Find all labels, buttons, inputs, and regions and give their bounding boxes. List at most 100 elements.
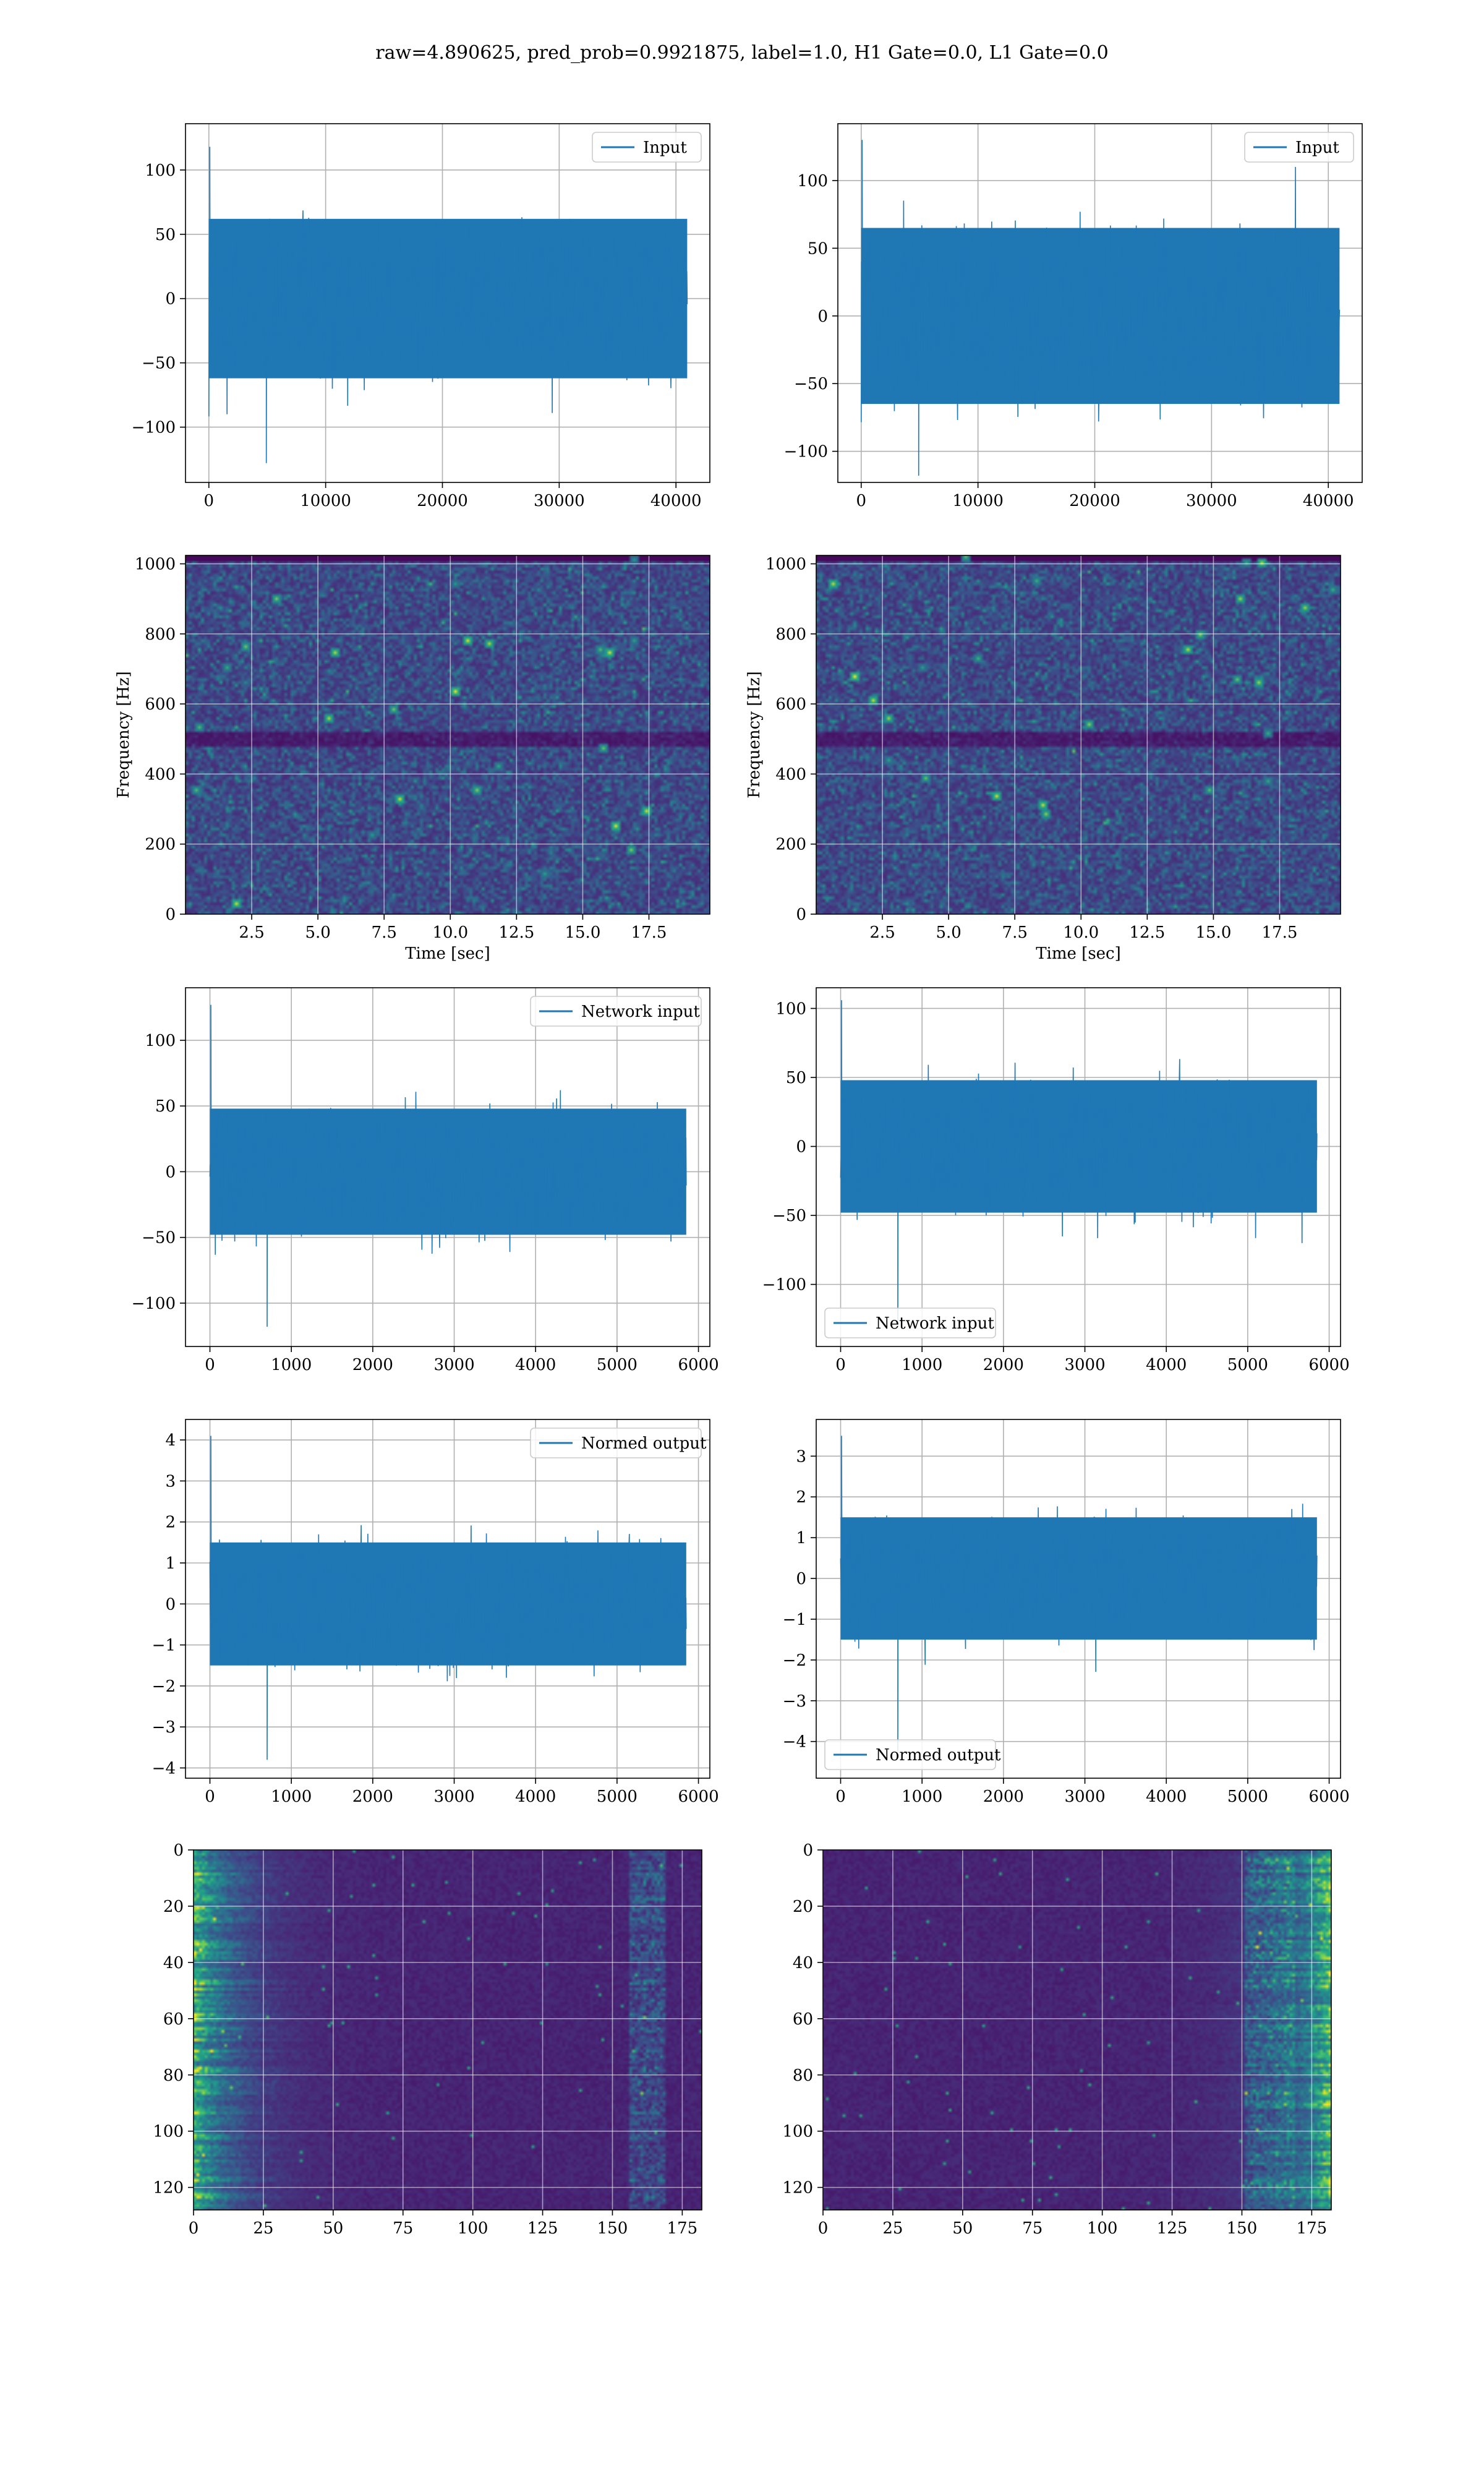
- l1-network-input-ytick-label-4: 100: [775, 999, 806, 1018]
- l1-normed-output-ytick-label-6: 2: [796, 1488, 806, 1507]
- l1-input-ytick-label-1: −50: [794, 375, 828, 393]
- l1-normed-output-legend: Normed output: [824, 1739, 1001, 1770]
- h1-input-ytick-label-4: 100: [145, 161, 176, 180]
- l1-feature-map-axes: 0 25 50 75 100 125 150 175 0 20 40 60 80 100 120: [782, 1841, 1332, 2238]
- l1-network-input-frame: [816, 987, 1341, 1347]
- h1-normed-output-ytick-label-8: 4: [165, 1431, 176, 1450]
- l1-feature-map-ytick-label-4: 80: [793, 2066, 813, 2085]
- h1-network-input-xtick-label-1: 1000: [271, 1356, 312, 1374]
- h1-spectrogram-xtick-label-1: 5.0: [305, 923, 330, 942]
- l1-spectrogram-xtick-label-4: 12.5: [1129, 923, 1165, 942]
- l1-spectrogram-ytick-label-2: 400: [775, 765, 806, 784]
- h1-feature-map-xtick-label-3: 75: [393, 2219, 413, 2238]
- l1-spectrogram-xtick-label-5: 15.0: [1195, 923, 1231, 942]
- l1-spectrogram-ytick-label-5: 1000: [765, 555, 806, 574]
- h1-normed-output-frame: [185, 1419, 710, 1779]
- h1-spectrogram-xlabel: Time [sec]: [405, 944, 490, 963]
- l1-input-ytick-label-4: 100: [797, 172, 828, 190]
- l1-feature-map-xtick-label-6: 150: [1227, 2219, 1258, 2238]
- l1-network-input-xtick-label-0: 0: [835, 1356, 846, 1374]
- h1-feature-map-xtick-label-5: 125: [527, 2219, 558, 2238]
- h1-input-xtick-label-3: 30000: [534, 492, 585, 510]
- l1-input-xtick-label-2: 20000: [1069, 492, 1120, 510]
- l1-feature-map-xtick-label-4: 100: [1087, 2219, 1118, 2238]
- l1-normed-output-frame: [816, 1419, 1341, 1779]
- l1-normed-output-xtick-label-3: 3000: [1064, 1787, 1105, 1806]
- l1-input-xtick-label-3: 30000: [1186, 492, 1237, 510]
- h1-spectrogram-xtick-label-5: 15.0: [565, 923, 600, 942]
- l1-spectrogram-xtick-label-1: 5.0: [936, 923, 961, 942]
- l1-normed-output-legend-label: Normed output: [876, 1746, 1001, 1765]
- h1-feature-map-ytick-label-0: 0: [173, 1841, 184, 1860]
- h1-normed-output-xtick-label-2: 2000: [352, 1787, 393, 1806]
- h1-spectrogram-xtick-label-3: 10.0: [432, 923, 468, 942]
- h1-spectrogram-ytick-label-1: 200: [145, 836, 176, 854]
- h1-input-xtick-label-4: 40000: [650, 492, 702, 510]
- h1-normed-output-legend-label: Normed output: [581, 1434, 707, 1453]
- l1-network-input-ytick-label-2: 0: [796, 1138, 806, 1157]
- h1-network-input-legend: Network input: [530, 996, 702, 1027]
- h1-spectrogram-xtick-label-6: 17.5: [631, 923, 667, 942]
- l1-feature-map-ytick-label-3: 60: [793, 2010, 813, 2029]
- l1-input-xtick-label-0: 0: [856, 492, 866, 510]
- h1-input-ytick-label-3: 50: [155, 226, 176, 244]
- h1-feature-map-frame: [193, 1849, 702, 2211]
- l1-spectrogram-ytick-label-0: 0: [796, 905, 806, 924]
- h1-feature-map-axes: 0 25 50 75 100 125 150 175 0 20 40 60 80 100 120: [153, 1841, 702, 2238]
- h1-network-input-xtick-label-3: 3000: [433, 1356, 474, 1374]
- h1-spectrogram-ytick-label-4: 800: [145, 625, 176, 644]
- l1-network-input-ytick-label-0: −100: [762, 1276, 806, 1295]
- l1-network-input-xtick-label-6: 6000: [1308, 1356, 1349, 1374]
- h1-input-xtick-label-1: 10000: [300, 492, 351, 510]
- l1-spectrogram-frame: [816, 555, 1341, 915]
- h1-input-legend-label: Input: [643, 139, 687, 157]
- h1-input-xtick-label-2: 20000: [417, 492, 468, 510]
- l1-network-input-legend-label: Network input: [876, 1314, 994, 1333]
- l1-feature-map-image: [823, 1850, 1331, 2210]
- l1-feature-map-ytick-label-0: 0: [803, 1841, 813, 1860]
- h1-network-input-ytick-label-3: 50: [155, 1097, 176, 1116]
- l1-network-input-xtick-label-3: 3000: [1064, 1356, 1105, 1374]
- l1-spectrogram-ytick-label-3: 600: [775, 695, 806, 714]
- l1-network-input-xtick-label-4: 4000: [1146, 1356, 1187, 1374]
- h1-input-ytick-label-2: 0: [165, 290, 176, 309]
- l1-input-ytick-label-2: 0: [817, 307, 828, 326]
- h1-feature-map-xtick-label-4: 100: [458, 2219, 488, 2238]
- l1-normed-output-xtick-label-6: 6000: [1308, 1787, 1349, 1806]
- h1-feature-map-xtick-label-1: 25: [253, 2219, 273, 2238]
- l1-spectrogram-xtick-label-6: 17.5: [1262, 923, 1298, 942]
- h1-feature-map-ytick-label-1: 20: [163, 1898, 184, 1916]
- l1-spectrogram-xtick-label-2: 7.5: [1002, 923, 1028, 942]
- h1-spectrogram-ytick-label-5: 1000: [135, 555, 176, 574]
- h1-network-input-ytick-label-0: −100: [132, 1295, 176, 1313]
- h1-network-input-xtick-label-5: 5000: [597, 1356, 638, 1374]
- h1-network-input-ytick-label-4: 100: [145, 1032, 176, 1050]
- l1-feature-map-ytick-label-6: 120: [782, 2179, 813, 2198]
- h1-spectrogram-xtick-label-0: 2.5: [239, 923, 264, 942]
- l1-normed-output-ytick-label-2: −2: [783, 1651, 806, 1670]
- h1-normed-output-xtick-label-3: 3000: [433, 1787, 474, 1806]
- h1-normed-output-ytick-label-6: 2: [165, 1513, 176, 1532]
- h1-spectrogram-frame: [185, 555, 710, 915]
- l1-spectrogram-axes: 2.5 5.0 7.5 10.0 12.5 15.0 17.5 0 200 400 600 800 10…: [745, 555, 1341, 963]
- figure-suptitle: raw=4.890625, pred_prob=0.9921875, label…: [375, 42, 1109, 64]
- h1-input-frame: [185, 123, 710, 483]
- l1-normed-output-xtick-label-5: 5000: [1227, 1787, 1268, 1806]
- h1-normed-output-signal-line: [209, 1436, 687, 1760]
- h1-network-input-xtick-label-6: 6000: [678, 1356, 719, 1374]
- l1-normed-output-signal-line: [840, 1436, 1318, 1754]
- l1-network-input-signal-line: [840, 1000, 1318, 1327]
- h1-feature-map-xtick-label-0: 0: [189, 2219, 199, 2238]
- h1-network-input-ytick-label-1: −50: [142, 1229, 176, 1248]
- h1-normed-output-ytick-label-7: 3: [165, 1472, 176, 1491]
- l1-network-input-axes: 0 1000 2000 3000 4000 5000 6000 −100 −50 0 50 100 Ne…: [762, 987, 1350, 1374]
- l1-spectrogram-xtick-label-0: 2.5: [869, 923, 895, 942]
- h1-feature-map-xtick-label-2: 50: [323, 2219, 343, 2238]
- h1-feature-map-xtick-label-7: 175: [667, 2219, 698, 2238]
- h1-feature-map-ytick-label-6: 120: [153, 2179, 184, 2198]
- h1-feature-map-ytick-label-5: 100: [153, 2123, 184, 2141]
- l1-normed-output-xtick-label-1: 1000: [902, 1787, 942, 1806]
- h1-input-xtick-label-0: 0: [203, 492, 214, 510]
- h1-normed-output-ytick-label-1: −3: [152, 1718, 176, 1737]
